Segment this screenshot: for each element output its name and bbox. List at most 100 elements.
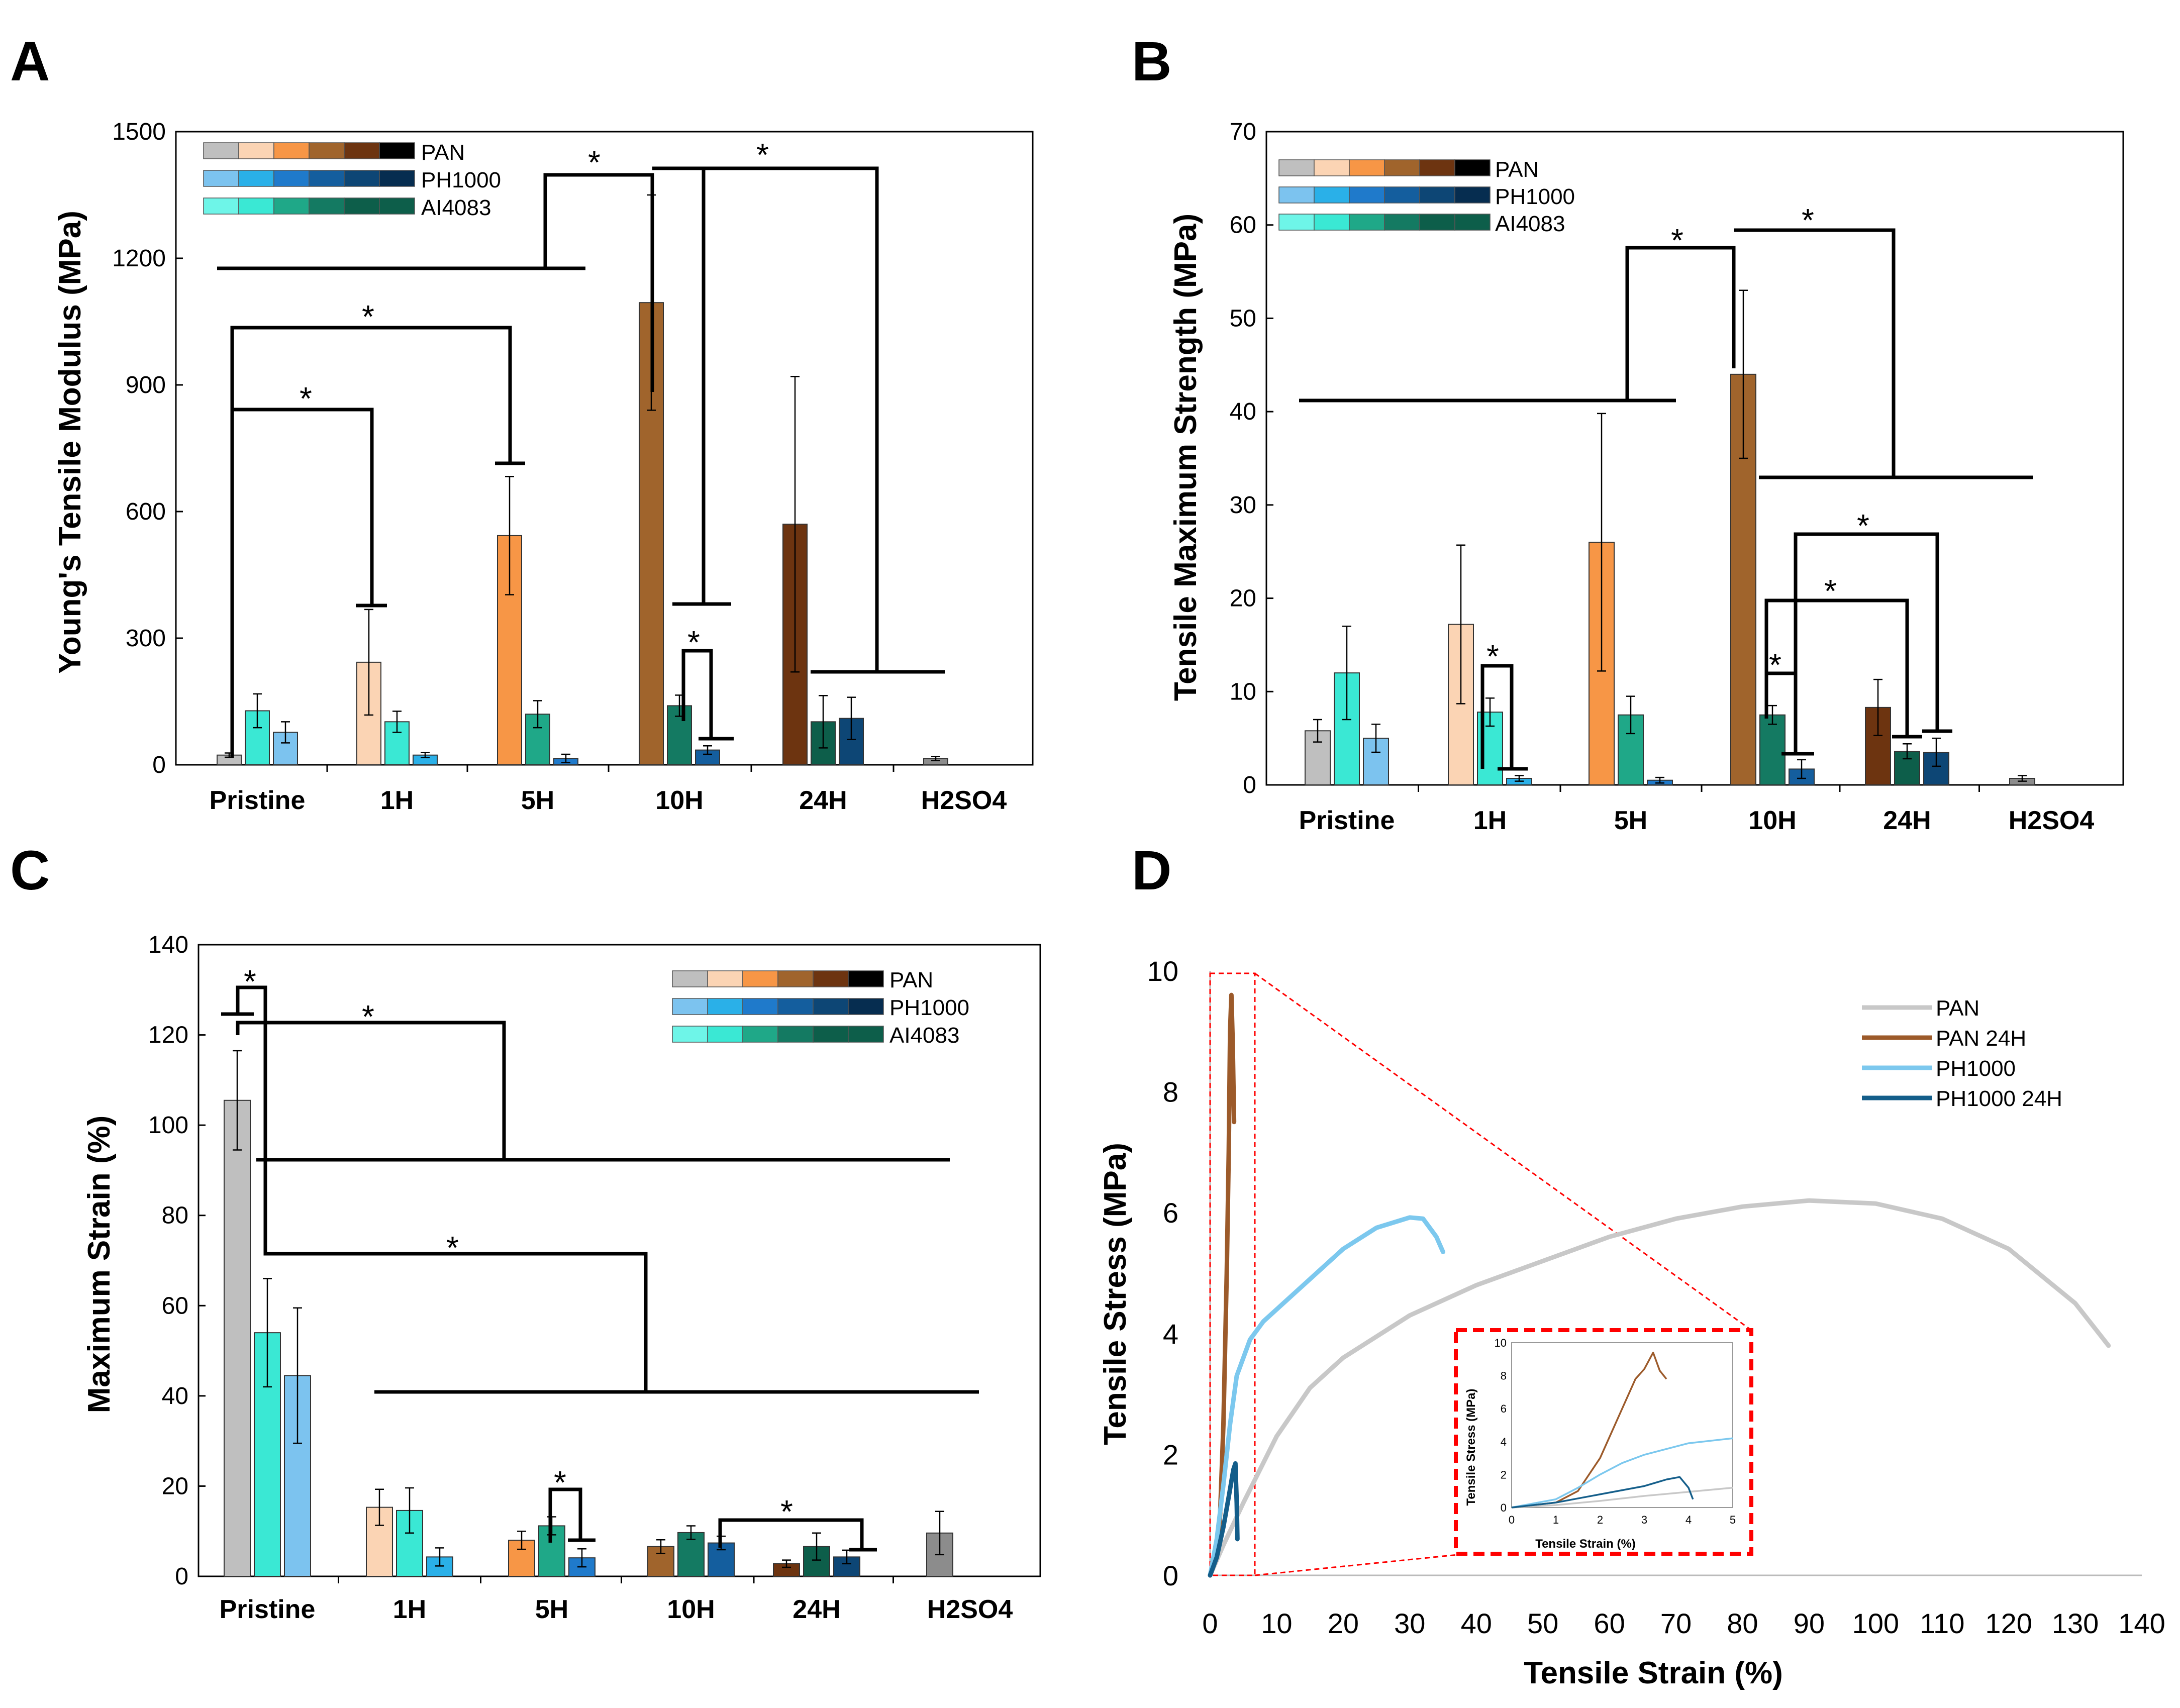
x-tick-label: 70: [1660, 1607, 1692, 1639]
panel-label-a: A: [10, 31, 50, 92]
y-tick-label: 40: [1230, 398, 1256, 425]
legend-swatch: [742, 970, 778, 987]
legend-label: PH1000 24H: [1936, 1086, 2062, 1111]
inset-series-line: [1511, 1476, 1694, 1509]
legend-swatch: [1314, 214, 1350, 231]
legend-label: PAN: [1936, 996, 1979, 1021]
y-tick-label: 4: [1163, 1318, 1178, 1350]
y-axis-title-d: Tensile Stress (MPa): [1098, 1143, 1133, 1445]
star-a-4: *: [756, 137, 769, 173]
legend-swatch: [273, 170, 310, 187]
star-a-1: *: [300, 380, 312, 417]
y-tick-label: 50: [1230, 305, 1256, 332]
legend-swatch: [777, 970, 814, 987]
y-tick-label: 140: [148, 932, 188, 958]
legend-swatch: [813, 970, 849, 987]
y-ticks-b: 0 10 20 30 40 50 60 70: [1230, 119, 1273, 798]
x-tick-label: 120: [1985, 1607, 2032, 1639]
legend-label-ai4083: AI4083: [889, 1023, 959, 1048]
significance-brackets-c: [221, 985, 979, 1552]
category-label: H2SO4: [927, 1595, 1013, 1624]
y-tick-label: 2: [1163, 1439, 1178, 1470]
legend-swatch: [1454, 186, 1491, 204]
inset-y-axis-title: Tensile Stress (MPa): [1464, 1389, 1478, 1506]
legend-swatch: [273, 142, 310, 159]
star-b-1: *: [1671, 222, 1683, 258]
y-tick-label: 10: [1230, 678, 1256, 705]
bracket-c-10h-24h: [718, 1518, 864, 1550]
legend-swatch: [1278, 159, 1315, 176]
legend-swatch: [1278, 214, 1315, 231]
y-tick-label: 0: [175, 1563, 188, 1590]
inset-x-axis-title: Tensile Strain (%): [1535, 1537, 1636, 1551]
legend-label-pan: PAN: [421, 140, 465, 165]
y-tick-label: 100: [148, 1112, 188, 1139]
legend-swatch: [672, 1026, 708, 1043]
x-tick-label: 60: [1594, 1607, 1625, 1639]
star-a-5: *: [687, 624, 700, 660]
y-tick-label: 0: [1243, 772, 1256, 798]
zoom-region-box: [1209, 972, 1256, 1576]
x-tick-label: 140: [2118, 1607, 2165, 1639]
bracket-b-10h-24h-b: [1794, 532, 1939, 731]
legend-swatch: [309, 142, 345, 159]
legend-swatch: [742, 998, 778, 1015]
category-label: 24H: [1883, 806, 1931, 835]
bracket-a-10h-left: [543, 173, 654, 392]
curves-d: [1208, 992, 2111, 1578]
y-axis-title-b: Tensile Maximum Strength (MPa): [1168, 214, 1203, 701]
category-label: 1H: [1473, 806, 1507, 835]
category-label: Pristine: [220, 1595, 316, 1624]
bracket-a-pristine-1h: [230, 408, 374, 758]
inset-x-tick-label: 4: [1686, 1514, 1692, 1526]
x-tick-label: 20: [1328, 1607, 1359, 1639]
legend-swatch: [672, 970, 708, 987]
legend-swatch: [1419, 186, 1455, 204]
inset-series-line: [1511, 1351, 1667, 1509]
inset-plot-frame: [1511, 1342, 1733, 1508]
star-b-6: *: [1857, 508, 1869, 544]
y-tick-label: 60: [162, 1292, 188, 1319]
category-label: 10H: [1748, 806, 1796, 835]
bracket-b-10h-24h-a: [1764, 598, 1909, 737]
y-tick-label: 1200: [112, 245, 166, 272]
category-label: H2SO4: [2009, 806, 2095, 835]
y-tick-label: 60: [1230, 212, 1256, 239]
legend-b: PAN PH1000 AI4083: [1278, 157, 1575, 236]
zoom-connector-bottom: [1254, 1553, 1468, 1576]
x-tick-label: 0: [1202, 1607, 1218, 1639]
inset-x-tick-label: 0: [1509, 1514, 1515, 1526]
legend-swatch: [813, 998, 849, 1015]
x-tick-label: 90: [1794, 1607, 1825, 1639]
x-tick-label: 130: [2052, 1607, 2099, 1639]
legend-swatch: [672, 998, 708, 1015]
category-label: 5H: [521, 786, 554, 815]
legend-swatch: [1419, 214, 1455, 231]
inset-plot: 0 2 4 6 8 10 0 1 2 3 4 5: [1495, 1337, 1736, 1526]
legend-swatch: [777, 998, 814, 1015]
y-tick-label: 8: [1163, 1076, 1178, 1108]
legend-swatch: [1384, 186, 1420, 204]
legend-c: PAN PH1000 AI4083: [672, 968, 969, 1048]
y-tick-label: 10: [1147, 955, 1178, 987]
legend-swatch: [344, 170, 380, 187]
legend-swatch: [344, 142, 380, 159]
y-tick-label: 80: [162, 1202, 188, 1229]
bar: [224, 1099, 251, 1577]
legend-swatch: [1454, 159, 1491, 176]
star-a-3: *: [588, 144, 601, 180]
y-tick-label: 30: [1230, 492, 1256, 519]
x-tick-label: 80: [1727, 1607, 1758, 1639]
legend-swatch: [1314, 159, 1350, 176]
y-tick-label: 0: [152, 752, 166, 778]
category-label: H2SO4: [921, 786, 1007, 815]
legend-swatch: [203, 197, 239, 215]
category-label: 5H: [535, 1595, 568, 1624]
legend-swatch: [1349, 186, 1385, 204]
category-labels-c: Pristine 1H 5H 10H 24H H2SO4: [220, 1576, 1013, 1624]
y-axis-title-a: Young's Tensile Modulus (MPa): [53, 211, 87, 674]
legend-label-ph1000: PH1000: [1495, 184, 1575, 209]
x-tick-label: 110: [1920, 1607, 1964, 1639]
star-b-2: *: [1802, 202, 1814, 238]
legend-swatch: [309, 197, 345, 215]
